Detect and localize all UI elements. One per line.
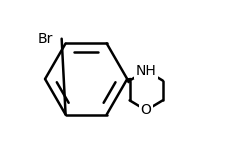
- Text: O: O: [140, 103, 151, 117]
- Text: Br: Br: [37, 32, 52, 46]
- Text: NH: NH: [135, 64, 156, 78]
